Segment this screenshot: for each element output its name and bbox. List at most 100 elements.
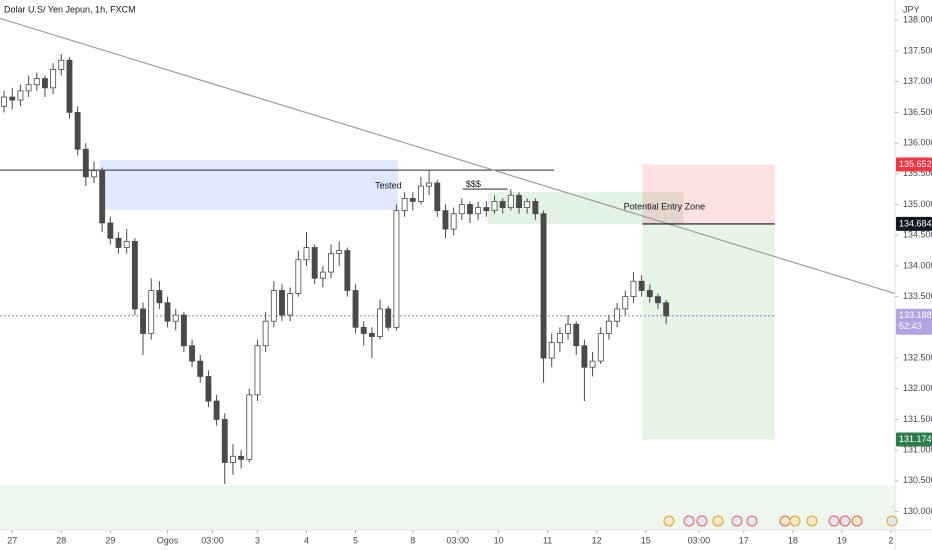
y-tick-label: 135.000: [903, 199, 932, 209]
candle-body: [597, 333, 604, 362]
x-tick-label: 4: [304, 535, 309, 545]
candle-body: [180, 314, 187, 347]
y-tick-label: 137.000: [903, 76, 932, 86]
candle-body: [368, 333, 375, 337]
y-tick-label: 138.000: [903, 15, 932, 25]
price-label-box: [896, 432, 932, 447]
candle-body: [25, 84, 32, 92]
candle-body: [336, 250, 343, 255]
annotation: Tested: [375, 180, 402, 190]
candle-body: [213, 400, 220, 420]
candle-body: [565, 323, 571, 334]
x-tick-label: 5: [353, 535, 358, 545]
candle-body: [646, 290, 653, 298]
candle-body: [270, 290, 277, 322]
candle-body: [164, 302, 171, 322]
y-tick-label: 132.500: [903, 352, 932, 362]
candle-body: [1, 96, 8, 107]
candle-body: [426, 182, 433, 187]
candle-body: [589, 360, 596, 368]
candle-body: [156, 290, 163, 304]
candle-body: [556, 333, 563, 344]
candle-body: [663, 302, 670, 317]
candle-body: [655, 296, 661, 304]
candle-body: [74, 111, 81, 150]
candle-body: [377, 308, 384, 337]
y-tick-label: 134.000: [903, 260, 932, 270]
candle-body: [319, 271, 326, 279]
event-icons: [663, 515, 898, 527]
candle-body: [458, 204, 465, 215]
y-tick-label: 137.500: [903, 45, 932, 55]
candle-body: [548, 342, 555, 359]
candle-body: [50, 68, 57, 89]
y-tick-label: 135.500: [903, 168, 932, 178]
annotation: Potential Entry Zone: [624, 201, 706, 211]
candle-body: [279, 290, 285, 316]
candle-body: [262, 320, 269, 347]
candle-body: [254, 345, 261, 396]
zone: [0, 485, 895, 530]
candle-body: [401, 197, 408, 212]
currency: JPY: [903, 4, 920, 14]
y-tick-label: 130.000: [903, 506, 932, 516]
candle-body: [385, 308, 392, 328]
price-label: 133.188: [899, 310, 932, 320]
candle-body: [516, 194, 522, 208]
x-tick-label: 3: [255, 535, 260, 545]
candle-body: [638, 280, 645, 291]
candle-body: [91, 170, 97, 178]
candle-body: [172, 314, 179, 322]
candle-body: [66, 59, 73, 113]
x-tick-label: 03:00: [201, 535, 224, 545]
candle-body: [42, 78, 48, 89]
y-tick-label: 134.500: [903, 230, 932, 240]
price-label-box: [896, 308, 932, 335]
zone: [642, 164, 775, 224]
candle-body: [140, 308, 146, 334]
candle-body: [475, 207, 482, 215]
candle-body: [148, 290, 155, 334]
candle-body: [614, 308, 621, 322]
candle-body: [107, 222, 114, 239]
plot-area: [0, 17, 896, 530]
candle-body: [295, 259, 302, 294]
candle-body: [189, 345, 196, 362]
x-tick-label: 11: [543, 535, 552, 545]
candle-body: [483, 207, 490, 212]
candle-body: [434, 182, 441, 212]
candle-body: [230, 455, 236, 463]
price-label: 135.652: [899, 159, 932, 169]
x-tick-label: 12: [592, 535, 602, 545]
candle-body: [630, 280, 637, 298]
zone: [99, 160, 399, 211]
candle-body: [221, 419, 228, 463]
candle-body: [540, 213, 547, 359]
y-tick-label: 133.500: [903, 291, 932, 301]
x-tick-label: 19: [837, 535, 847, 545]
candle-body: [532, 201, 539, 215]
candle-body: [205, 376, 212, 402]
x-tick-label: 10: [494, 535, 504, 545]
candle-body: [507, 194, 514, 208]
candle-body: [418, 185, 424, 202]
x-tick-label: Ogos: [157, 535, 179, 545]
annotation: $$$: [466, 179, 481, 189]
candle-body: [360, 326, 367, 334]
price-label-box: [896, 216, 932, 231]
candle-body: [58, 59, 65, 70]
candle-body: [328, 253, 334, 273]
candle-body: [622, 296, 629, 310]
y-tick-label: 132.000: [903, 383, 932, 393]
x-tick-label: 8: [410, 535, 415, 545]
candle-body: [344, 250, 351, 291]
candle-body: [311, 247, 318, 279]
price-label: 131.174: [899, 434, 932, 444]
candle-body: [33, 78, 40, 86]
candle-body: [197, 360, 204, 377]
x-tick-label: 17: [739, 535, 749, 545]
zone: [642, 223, 775, 440]
candle-body: [246, 394, 253, 460]
